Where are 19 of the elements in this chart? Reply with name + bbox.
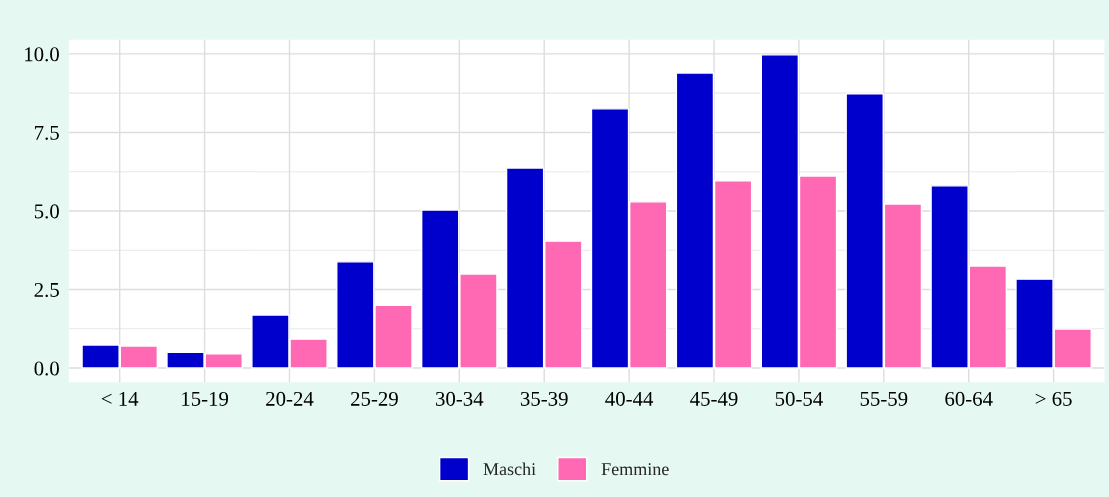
x-tick-label: 55-59 (860, 391, 908, 406)
x-tick-label: 20-24 (266, 391, 314, 406)
y-tick-label: 2.5 (34, 282, 59, 298)
x-tick-label: 35-39 (520, 391, 568, 406)
x-tick-label: 40-44 (605, 391, 654, 406)
x-tick-label: 60-64 (945, 391, 993, 406)
y-tick-label: 0.0 (34, 361, 59, 376)
x-tick-label: < 14 (101, 391, 139, 406)
x-tick-label: 45-49 (690, 391, 738, 406)
y-tick-label: 7.5 (35, 126, 59, 140)
x-tick-label: > 65 (1035, 391, 1072, 406)
legend-label: Femmine (601, 463, 669, 476)
x-tick-label: 25-29 (351, 391, 398, 406)
y-tick-label: 10.0 (25, 47, 59, 62)
x-tick-label: 50-54 (775, 391, 823, 406)
x-tick-label: 30-34 (436, 391, 484, 406)
y-tick-label: 5.0 (34, 204, 59, 219)
x-tick-label: 15-19 (182, 391, 229, 406)
legend-label: Maschi (483, 462, 536, 476)
